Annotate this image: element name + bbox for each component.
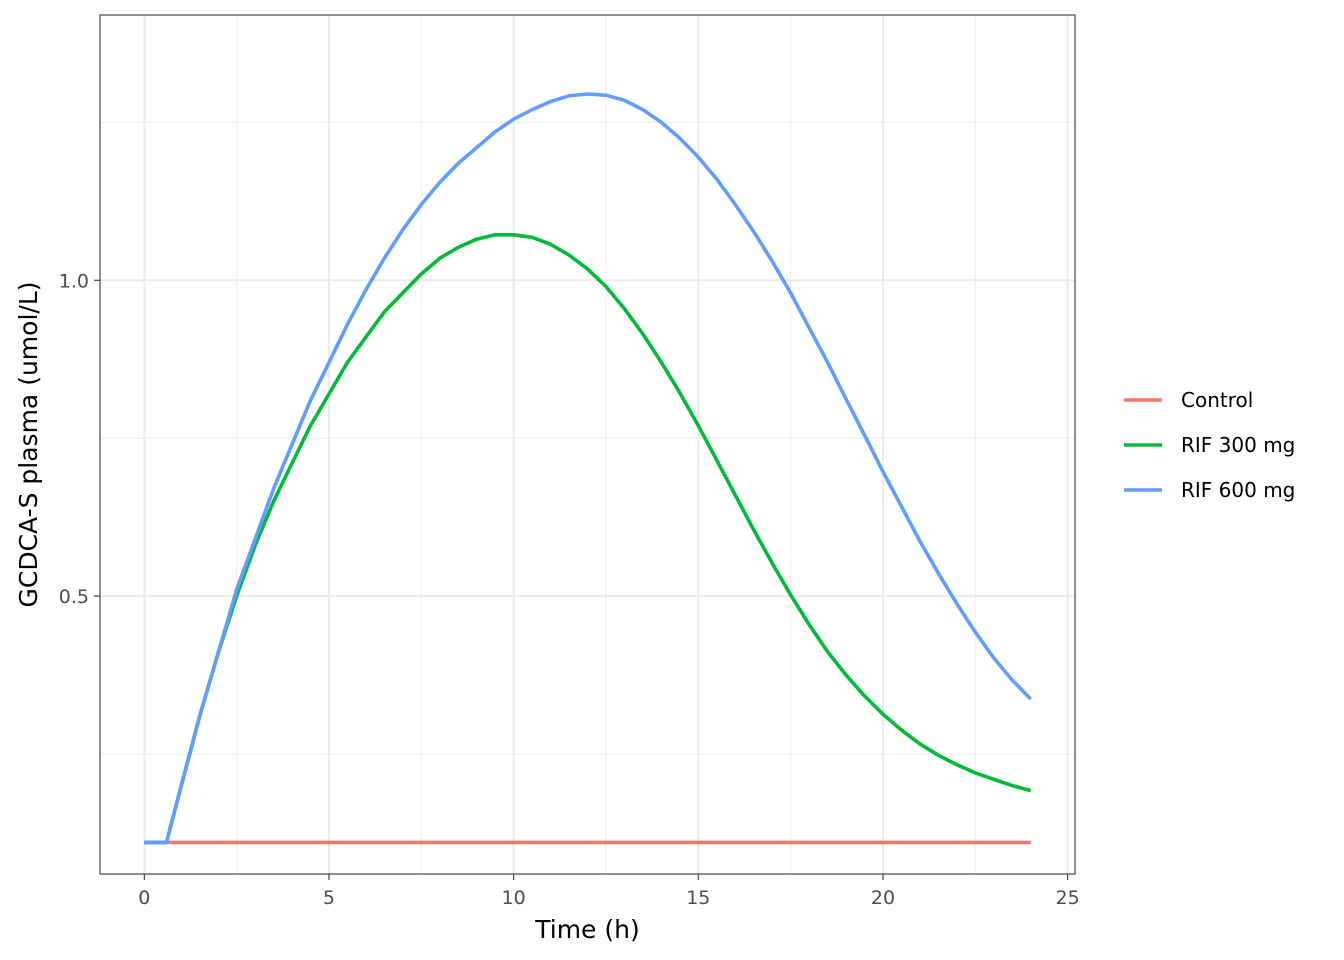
x-tick-label: 5: [323, 887, 335, 909]
series-line: [144, 233, 1032, 845]
legend-label: RIF 600 mg: [1181, 478, 1295, 502]
x-tick-label: 0: [138, 887, 150, 909]
panel-border: [99, 14, 1076, 875]
y-tick-label: 0.5: [59, 586, 89, 608]
x-axis-title: Time (h): [534, 915, 639, 944]
series-line: [144, 92, 1032, 845]
grid-minor: [100, 15, 1075, 874]
y-tick-label: 1.0: [59, 270, 89, 292]
x-tick-label: 25: [1056, 887, 1080, 909]
legend-label: Control: [1181, 388, 1253, 412]
x-tick-label: 10: [502, 887, 526, 909]
x-axis-ticks: 0 5 10 15 20 25: [138, 874, 1080, 909]
x-tick-label: 15: [686, 887, 710, 909]
grid-major: [100, 15, 1075, 874]
legend-label: RIF 300 mg: [1181, 433, 1295, 457]
x-tick-label: 20: [871, 887, 895, 909]
y-axis-title: GCDCA-S plasma (umol/L): [14, 281, 43, 607]
legend: Control RIF 300 mg RIF 600 mg: [1124, 388, 1295, 502]
y-axis-ticks: 0.5 1.0: [59, 270, 100, 608]
series-lines: [144, 92, 1032, 845]
